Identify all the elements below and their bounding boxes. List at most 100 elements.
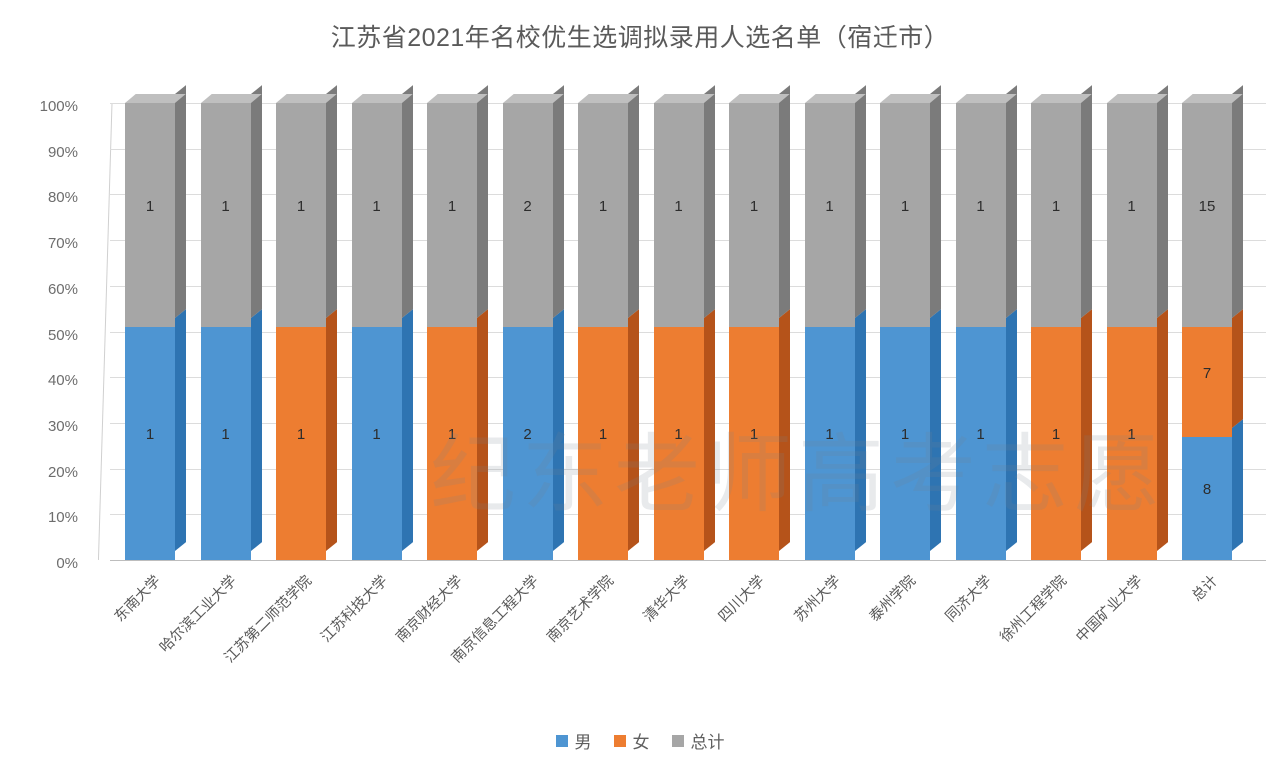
bar-segment-upper[interactable] [1031, 85, 1092, 327]
bar-value-label-upper: 1 [145, 197, 155, 215]
bar-segment-side [779, 309, 790, 551]
bar-top-parallelogram [1031, 94, 1081, 103]
x-axis-label: 泰州学院 [866, 572, 920, 626]
y-axis-tick-label: 40% [47, 372, 78, 390]
bar-segment-side [175, 85, 186, 318]
bar-segment-side [703, 85, 715, 318]
bar-segment-side [1232, 309, 1243, 428]
bar-segment-face [1182, 436, 1232, 560]
bar-segment-lower[interactable] [276, 309, 337, 560]
bar-segment-upper[interactable] [276, 85, 337, 327]
bar-value-label-upper: 15 [1198, 197, 1216, 215]
y-axis-tick-label: 30% [47, 417, 78, 435]
bar-segment-face [804, 103, 855, 327]
bar-segment-face [880, 103, 930, 327]
bars-layer: 1 1 1 1 1 1 1 1 1 1 2 2 1 1 1 1 1 1 1 1 1 1 1 1 1 1 1 1 8 7 15 [98, 85, 1266, 560]
bar-segment-face [125, 103, 175, 327]
bar-value-label-upper: 1 [1127, 197, 1136, 215]
y-axis-tick-label: 90% [47, 143, 78, 161]
legend-item[interactable]: 女 [613, 728, 650, 753]
bar-segment-face [578, 103, 628, 327]
bar-segment-face [276, 326, 326, 560]
bar-value-label-upper: 1 [221, 197, 230, 215]
bar-segment-face [955, 103, 1006, 327]
bar-value-label-lower: 1 [674, 426, 683, 444]
bar-segment-face [200, 103, 251, 327]
bar-segment-side [250, 85, 262, 318]
y-axis-tick-label: 10% [47, 509, 78, 527]
bar-segment-upper[interactable] [804, 85, 866, 327]
bar-segment-face [1031, 103, 1081, 327]
bar-segment-upper[interactable] [955, 85, 1017, 327]
bar-segment-side [552, 85, 564, 318]
legend-item[interactable]: 男 [555, 728, 592, 753]
bar-segment-lower[interactable] [502, 309, 564, 560]
legend-item[interactable]: 总计 [671, 728, 725, 753]
bar-top-parallelogram [805, 94, 855, 103]
bar-segment-lower[interactable] [351, 309, 413, 560]
bar-segment-upper[interactable] [200, 85, 262, 327]
bar-segment-lower[interactable] [1182, 418, 1243, 560]
y-axis-tick-label: 80% [47, 189, 78, 207]
y-axis-tick-label: 20% [47, 463, 78, 481]
gridline [110, 560, 1266, 561]
bar-segment-lower[interactable] [955, 309, 1017, 560]
bar-segment-upper[interactable] [653, 85, 715, 327]
legend-swatch-icon [555, 734, 568, 747]
bar-segment-lower[interactable] [578, 309, 639, 560]
bar-segment-lower[interactable] [1106, 309, 1168, 560]
bar-column[interactable]: 8 7 15 [1182, 85, 1243, 560]
x-axis-label: 徐州工程学院 [997, 572, 1071, 646]
bar-segment-side [175, 309, 186, 551]
bar-segment-side [1156, 85, 1168, 318]
y-axis-tick-label: 70% [47, 235, 78, 253]
bar-top-parallelogram [729, 94, 779, 103]
bar-segment-upper[interactable] [125, 85, 186, 327]
bar-segment-face [578, 326, 628, 560]
bar-segment-upper[interactable] [1106, 85, 1168, 327]
bar-segment-side [628, 309, 639, 551]
bar-segment-middle[interactable] [1182, 309, 1243, 437]
bar-value-label-upper: 2 [523, 197, 532, 215]
bar-top-parallelogram [956, 94, 1006, 103]
x-axis-label: 总计 [1189, 572, 1222, 605]
chart-legend: 男 女 总计 [0, 728, 1280, 753]
bar-segment-lower[interactable] [729, 309, 790, 560]
bar-segment-upper[interactable] [502, 85, 564, 327]
bar-segment-lower[interactable] [125, 309, 186, 560]
bar-segment-lower[interactable] [427, 309, 488, 560]
x-axis-label: 江苏科技大学 [317, 572, 391, 646]
bar-segment-upper[interactable] [351, 85, 413, 327]
bar-segment-upper[interactable] [578, 85, 639, 327]
y-axis-tick-label: 0% [56, 555, 78, 572]
bar-segment-face [729, 326, 779, 560]
bar-segment-lower[interactable] [880, 309, 941, 560]
bar-segment-upper[interactable] [1182, 85, 1243, 327]
bar-segment-upper[interactable] [729, 85, 790, 327]
bar-segment-side [779, 85, 790, 318]
bar-segment-upper[interactable] [880, 85, 941, 327]
bar-segment-lower[interactable] [804, 309, 866, 560]
bar-segment-lower[interactable] [653, 309, 715, 560]
bar-segment-face [653, 326, 704, 560]
bar-segment-lower[interactable] [1031, 309, 1092, 560]
bar-value-label-lower: 1 [296, 426, 306, 444]
bar-segment-upper[interactable] [427, 85, 488, 327]
bar-value-label-upper: 1 [825, 197, 834, 215]
bar-segment-lower[interactable] [200, 309, 262, 560]
